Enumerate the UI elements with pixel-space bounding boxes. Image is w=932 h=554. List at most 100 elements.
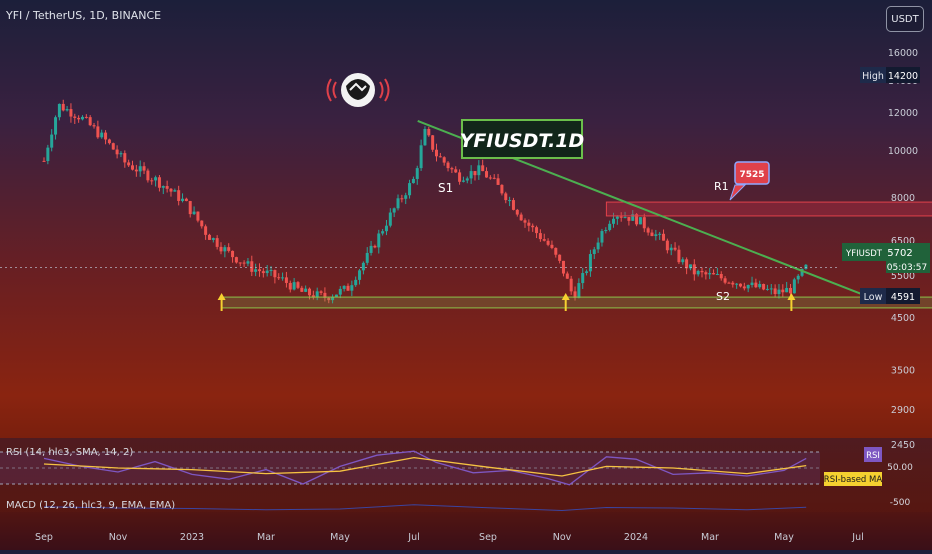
candle-body bbox=[265, 270, 269, 274]
candle-body bbox=[662, 233, 666, 241]
candle-body bbox=[585, 271, 589, 274]
candle-body bbox=[65, 109, 69, 111]
macd-legend[interactable]: MACD (12, 26, hlc3, 9, EMA, EMA) bbox=[6, 500, 176, 511]
candle-body bbox=[550, 244, 554, 248]
candle-body bbox=[719, 273, 723, 279]
candle-body bbox=[123, 153, 127, 163]
macd-pane bbox=[43, 504, 807, 512]
candle-body bbox=[688, 264, 692, 269]
y-tick-label: 3500 bbox=[891, 365, 915, 376]
candle-body bbox=[181, 198, 185, 201]
candle-body bbox=[138, 166, 142, 172]
support-arrows bbox=[217, 293, 796, 311]
candle-body bbox=[354, 279, 358, 286]
candle-body bbox=[573, 291, 577, 298]
candle-body bbox=[165, 186, 169, 189]
candle-body bbox=[762, 284, 766, 290]
candle-body bbox=[188, 201, 192, 215]
candle-body bbox=[177, 190, 181, 201]
candle-body bbox=[738, 283, 742, 287]
candle-body bbox=[511, 200, 515, 210]
candle-body bbox=[400, 198, 404, 200]
candle-body bbox=[73, 116, 77, 118]
candle-body bbox=[77, 117, 81, 120]
candle-body bbox=[519, 214, 523, 221]
candle-body bbox=[211, 238, 215, 240]
svg-text:RSI: RSI bbox=[866, 451, 880, 461]
candle-body bbox=[681, 259, 685, 263]
support-arrow-icon bbox=[217, 293, 226, 311]
candle-body bbox=[677, 249, 681, 263]
x-tick-label: Nov bbox=[553, 532, 572, 543]
candle-body bbox=[596, 242, 600, 250]
candle-body bbox=[673, 247, 677, 250]
candle-body bbox=[84, 116, 88, 118]
candle-body bbox=[196, 211, 200, 221]
candle-body bbox=[315, 291, 319, 298]
candle-body bbox=[381, 231, 385, 234]
candle-body bbox=[408, 183, 412, 196]
candle-body bbox=[61, 103, 65, 111]
candle-body bbox=[257, 269, 261, 272]
candle-body bbox=[577, 283, 581, 298]
candle-body bbox=[619, 216, 623, 218]
candle-body bbox=[608, 223, 612, 230]
candle-body bbox=[107, 139, 111, 144]
x-tick-label: Mar bbox=[701, 532, 719, 543]
candle-body bbox=[465, 178, 469, 181]
svg-text:High: High bbox=[862, 71, 884, 82]
currency-button[interactable]: USDT bbox=[886, 6, 924, 32]
candle-body bbox=[308, 288, 312, 296]
candle-body bbox=[646, 228, 650, 233]
rsi-line bbox=[43, 450, 807, 486]
x-tick-label: May bbox=[774, 532, 794, 543]
candle-body bbox=[184, 198, 188, 202]
candle-body bbox=[300, 287, 304, 292]
s1-label: S1 bbox=[438, 181, 453, 195]
candle-body bbox=[411, 178, 415, 184]
candle-body bbox=[331, 296, 335, 301]
candle-body bbox=[669, 247, 673, 251]
candle-body bbox=[111, 143, 115, 150]
rsi-ma-tag: RSI-based MA bbox=[824, 472, 882, 486]
candle-body bbox=[450, 168, 454, 170]
candle-body bbox=[150, 180, 154, 182]
candle-body bbox=[346, 285, 350, 291]
candle-body bbox=[554, 247, 558, 255]
candle-body bbox=[658, 233, 662, 235]
symbol-title[interactable]: YFI / TetherUS, 1D, BINANCE bbox=[6, 9, 162, 22]
candle-body bbox=[700, 270, 704, 273]
support-arrow-icon bbox=[787, 293, 796, 311]
rsi-legend[interactable]: RSI (14, hlc3, SMA, 14, 2) bbox=[6, 447, 134, 458]
candle-body bbox=[473, 171, 477, 176]
macd-value-tag: -500 bbox=[890, 498, 911, 508]
x-tick-label: Jul bbox=[407, 532, 419, 543]
candle-body bbox=[627, 217, 631, 221]
svg-text:YFIUSDT: YFIUSDT bbox=[845, 249, 883, 259]
candle-body bbox=[134, 169, 138, 172]
candle-body bbox=[565, 273, 569, 279]
candle-body bbox=[350, 285, 354, 291]
candle-body bbox=[115, 149, 119, 155]
candle-body bbox=[500, 184, 504, 194]
candle-body bbox=[104, 132, 108, 140]
candle-body bbox=[777, 289, 781, 295]
candle-body bbox=[485, 171, 489, 178]
candle-body bbox=[154, 177, 158, 181]
candle-body bbox=[288, 282, 292, 290]
candle-body bbox=[692, 264, 696, 275]
symbol-price-tag: YFIUSDT 5702 05:03:57 bbox=[842, 243, 930, 273]
candle-body bbox=[538, 233, 542, 240]
candle-body bbox=[273, 270, 277, 278]
candlestick-series bbox=[42, 99, 808, 304]
r1-value-text: 7525 bbox=[739, 170, 764, 180]
candle-body bbox=[296, 282, 300, 288]
candle-body bbox=[758, 284, 762, 288]
y-tick-label: 2900 bbox=[891, 405, 915, 416]
candle-body bbox=[358, 270, 362, 280]
candle-body bbox=[504, 193, 508, 201]
candle-body bbox=[531, 225, 535, 228]
candle-body bbox=[231, 250, 235, 258]
